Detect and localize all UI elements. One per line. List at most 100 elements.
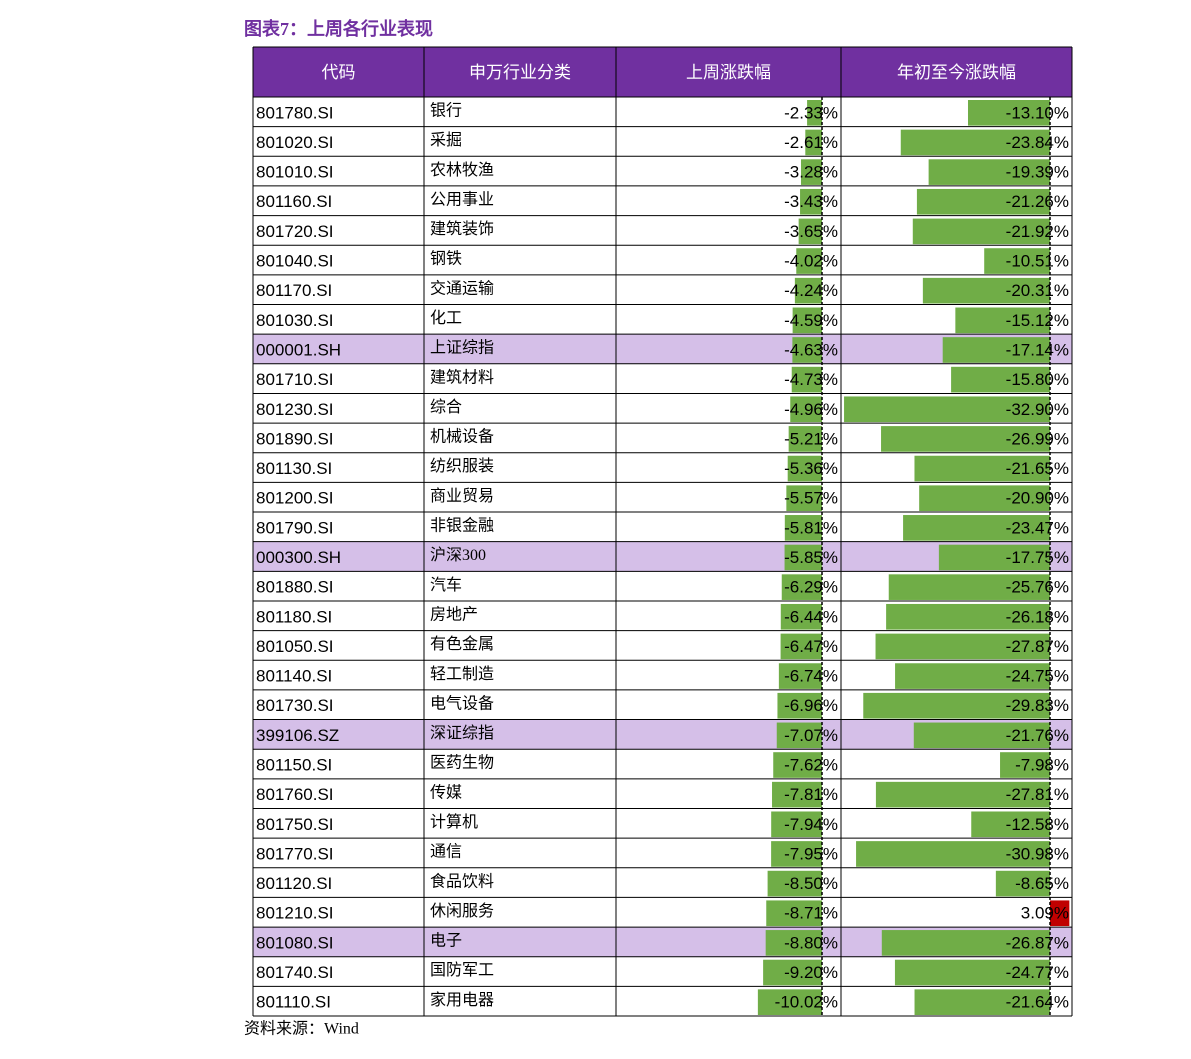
bar bbox=[787, 455, 822, 482]
code-cell: 801890.SI bbox=[256, 429, 334, 448]
ytd-cell: -23.84% bbox=[1006, 133, 1069, 152]
bar bbox=[875, 633, 1050, 660]
ytd-cell: -25.76% bbox=[1006, 578, 1069, 597]
week-cell: -7.07% bbox=[784, 726, 838, 745]
ytd-cell: 3.09% bbox=[1021, 904, 1069, 923]
week-cell: -7.81% bbox=[784, 785, 838, 804]
week-cell: -8.80% bbox=[784, 933, 838, 952]
code-cell: 801020.SI bbox=[256, 133, 334, 152]
week-cell: -4.02% bbox=[784, 252, 838, 271]
week-cell: -5.85% bbox=[784, 548, 838, 567]
bar bbox=[766, 900, 822, 927]
name-cell: 通信 bbox=[430, 843, 462, 861]
bar bbox=[900, 129, 1050, 156]
name-cell: 综合 bbox=[430, 398, 462, 416]
ytd-cell: -21.65% bbox=[1006, 459, 1069, 478]
ytd-cell: -12.58% bbox=[1006, 815, 1069, 834]
name-cell: 计算机 bbox=[430, 812, 478, 831]
bar bbox=[919, 485, 1050, 512]
code-cell: 801150.SI bbox=[256, 756, 332, 775]
header-cell: 上周涨跌幅 bbox=[686, 63, 771, 82]
header-cell: 年初至今涨跌幅 bbox=[897, 63, 1016, 82]
bar bbox=[767, 870, 822, 897]
bar bbox=[894, 959, 1050, 986]
week-cell: -8.71% bbox=[784, 904, 838, 923]
bar bbox=[805, 129, 822, 156]
ytd-cell: -27.87% bbox=[1006, 637, 1069, 656]
code-cell: 801160.SI bbox=[256, 192, 332, 211]
bar bbox=[801, 159, 822, 185]
ytd-cell: -27.81% bbox=[1006, 785, 1069, 804]
ytd-cell: -17.14% bbox=[1006, 340, 1069, 359]
bar bbox=[780, 603, 822, 630]
week-cell: -2.33% bbox=[784, 103, 838, 122]
code-cell: 801130.SI bbox=[256, 459, 332, 478]
week-cell: -6.74% bbox=[784, 667, 838, 686]
bar bbox=[995, 870, 1050, 897]
code-cell: 399106.SZ bbox=[256, 726, 339, 745]
name-cell: 建筑装饰 bbox=[430, 220, 494, 238]
code-cell: 801110.SI bbox=[256, 993, 331, 1012]
week-cell: -9.20% bbox=[784, 963, 838, 982]
ytd-cell: -20.31% bbox=[1006, 281, 1069, 300]
week-cell: -2.61% bbox=[784, 133, 838, 152]
ytd-cell: -26.87% bbox=[1006, 933, 1069, 952]
bar bbox=[914, 455, 1050, 482]
ytd-cell: -21.92% bbox=[1006, 222, 1069, 241]
source: 资料来源：Wind bbox=[244, 1020, 359, 1038]
title: 图表7：上周各行业表现 bbox=[244, 18, 433, 39]
week-cell: -8.50% bbox=[784, 874, 838, 893]
ytd-cell: -15.80% bbox=[1006, 370, 1069, 389]
week-cell: -3.43% bbox=[784, 192, 838, 211]
row-highlight bbox=[253, 334, 1072, 364]
name-cell: 上证综指 bbox=[430, 339, 494, 357]
code-cell: 801170.SI bbox=[256, 281, 332, 300]
ytd-cell: -10.51% bbox=[1006, 252, 1069, 271]
week-cell: -4.63% bbox=[784, 340, 838, 359]
bar bbox=[757, 989, 822, 1015]
name-cell: 钢铁 bbox=[430, 250, 462, 268]
bar bbox=[912, 218, 1050, 245]
name-cell: 纺织服装 bbox=[430, 457, 494, 475]
bar bbox=[875, 781, 1050, 808]
ytd-cell: -29.83% bbox=[1006, 696, 1069, 715]
bar bbox=[771, 841, 822, 867]
bar bbox=[844, 396, 1050, 423]
bar bbox=[790, 396, 822, 423]
bar bbox=[792, 307, 822, 334]
ytd-cell: -21.76% bbox=[1006, 726, 1069, 745]
bar bbox=[916, 188, 1050, 215]
bar bbox=[913, 722, 1050, 749]
bar bbox=[778, 663, 822, 689]
bar bbox=[792, 337, 822, 363]
code-cell: 801790.SI bbox=[256, 518, 334, 537]
name-cell: 机械设备 bbox=[430, 428, 494, 446]
bar bbox=[771, 811, 822, 838]
name-cell: 家用电器 bbox=[430, 991, 494, 1009]
bar bbox=[786, 485, 822, 512]
bar bbox=[794, 277, 822, 304]
code-cell: 801720.SI bbox=[256, 222, 334, 241]
bar bbox=[1000, 752, 1050, 778]
week-cell: -4.24% bbox=[784, 281, 838, 300]
bar bbox=[888, 574, 1050, 600]
bar bbox=[807, 100, 822, 126]
ytd-cell: -21.64% bbox=[1006, 993, 1069, 1012]
week-cell: -7.94% bbox=[784, 815, 838, 834]
name-cell: 房地产 bbox=[430, 605, 478, 623]
code-cell: 801750.SI bbox=[256, 815, 334, 834]
name-cell: 电子 bbox=[430, 932, 462, 950]
bar bbox=[784, 515, 822, 541]
code-cell: 801050.SI bbox=[256, 637, 334, 656]
code-cell: 801230.SI bbox=[256, 400, 334, 419]
name-cell: 商业贸易 bbox=[430, 487, 494, 505]
week-cell: -6.96% bbox=[784, 696, 838, 715]
header-cell: 代码 bbox=[322, 63, 356, 82]
week-cell: -5.36% bbox=[784, 459, 838, 478]
bar bbox=[798, 218, 822, 245]
ytd-cell: -21.26% bbox=[1006, 192, 1069, 211]
ytd-cell: -8.65% bbox=[1015, 874, 1069, 893]
ytd-cell: -7.98% bbox=[1015, 756, 1069, 775]
code-cell: 801180.SI bbox=[256, 607, 332, 626]
